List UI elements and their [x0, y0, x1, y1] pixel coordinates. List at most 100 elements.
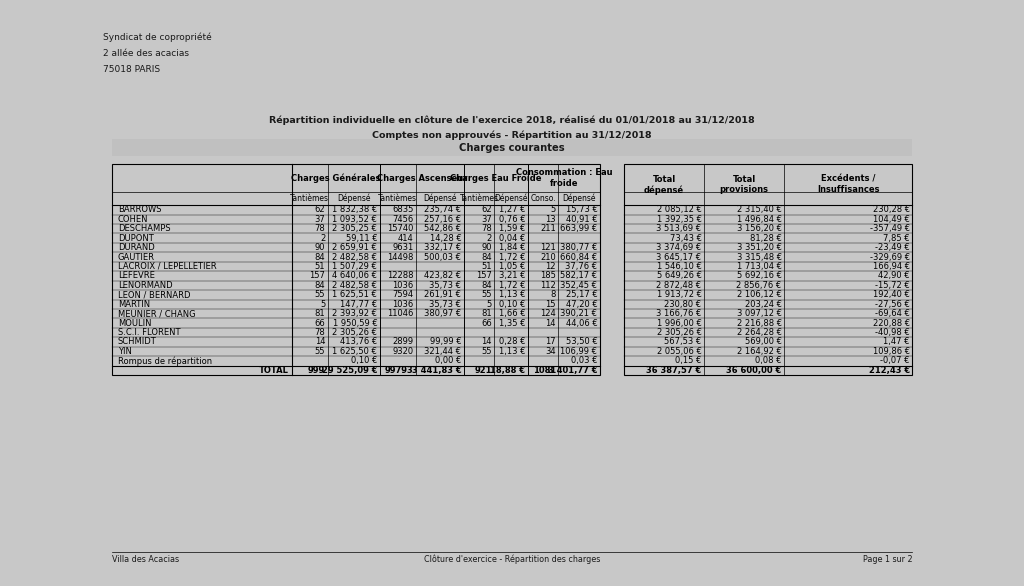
Text: 106,99 €: 106,99 € — [560, 347, 597, 356]
Text: BARROWS: BARROWS — [118, 205, 161, 214]
Text: 230,80 €: 230,80 € — [665, 299, 701, 309]
Text: 380,77 €: 380,77 € — [560, 243, 597, 252]
Text: 7,85 €: 7,85 € — [883, 234, 909, 243]
Text: 35,73 €: 35,73 € — [429, 299, 462, 309]
Text: 1 507,29 €: 1 507,29 € — [333, 262, 377, 271]
Text: Dépensé: Dépensé — [423, 194, 457, 203]
Text: 37: 37 — [314, 214, 326, 224]
Text: 390,21 €: 390,21 € — [560, 309, 597, 318]
Text: 4 640,06 €: 4 640,06 € — [332, 271, 377, 281]
Text: 192,40 €: 192,40 € — [872, 290, 909, 299]
Text: 569,00 €: 569,00 € — [744, 338, 781, 346]
Text: 99793: 99793 — [385, 366, 414, 375]
Text: 3 645,17 €: 3 645,17 € — [656, 253, 701, 261]
Text: 3 315,48 €: 3 315,48 € — [736, 253, 781, 261]
Text: 0,15 €: 0,15 € — [675, 356, 701, 366]
Text: 423,82 €: 423,82 € — [424, 271, 462, 281]
Text: Comptes non approuvés - Répartition au 31/12/2018: Comptes non approuvés - Répartition au 3… — [372, 130, 652, 139]
Text: 660,84 €: 660,84 € — [560, 253, 597, 261]
Text: 5 649,26 €: 5 649,26 € — [656, 271, 701, 281]
Text: 0,03 €: 0,03 € — [571, 356, 597, 366]
Text: 2 264,28 €: 2 264,28 € — [736, 328, 781, 337]
Text: 220,88 €: 220,88 € — [872, 319, 909, 328]
Text: SCHMIDT: SCHMIDT — [118, 338, 157, 346]
Text: LENORMAND: LENORMAND — [118, 281, 172, 290]
Text: 1,59 €: 1,59 € — [499, 224, 525, 233]
Text: 0,08 €: 0,08 € — [755, 356, 781, 366]
Text: Tantièmes: Tantièmes — [291, 194, 330, 203]
Text: 15: 15 — [546, 299, 556, 309]
Text: 34: 34 — [545, 347, 556, 356]
Text: 1,47 €: 1,47 € — [884, 338, 909, 346]
Text: 81: 81 — [314, 309, 326, 318]
Text: 2 164,92 €: 2 164,92 € — [737, 347, 781, 356]
Text: 90: 90 — [314, 243, 326, 252]
Text: 2 482,58 €: 2 482,58 € — [332, 281, 377, 290]
Text: 15740: 15740 — [387, 224, 414, 233]
Text: 1,05 €: 1,05 € — [499, 262, 525, 271]
Text: 18,88 €: 18,88 € — [490, 366, 525, 375]
Text: 1 625,50 €: 1 625,50 € — [333, 347, 377, 356]
Text: MEUNIER / CHANG: MEUNIER / CHANG — [118, 309, 196, 318]
Text: -40,98 €: -40,98 € — [876, 328, 909, 337]
Text: 185: 185 — [540, 271, 556, 281]
Text: Syndicat de copropriété: Syndicat de copropriété — [102, 32, 212, 42]
Text: 66: 66 — [314, 319, 326, 328]
Text: 1,35 €: 1,35 € — [499, 319, 525, 328]
Text: 84: 84 — [481, 281, 492, 290]
Text: 2 216,88 €: 2 216,88 € — [736, 319, 781, 328]
Text: 37,76 €: 37,76 € — [565, 262, 597, 271]
Text: DUPONT: DUPONT — [118, 234, 154, 243]
Text: 3 401,77 €: 3 401,77 € — [548, 366, 597, 375]
Text: 1 093,52 €: 1 093,52 € — [333, 214, 377, 224]
Text: 3 351,20 €: 3 351,20 € — [736, 243, 781, 252]
Text: 3 166,76 €: 3 166,76 € — [656, 309, 701, 318]
Text: 1 913,72 €: 1 913,72 € — [656, 290, 701, 299]
Text: 5 692,16 €: 5 692,16 € — [736, 271, 781, 281]
Text: 55: 55 — [314, 347, 326, 356]
Bar — [112, 139, 912, 156]
Text: 321,44 €: 321,44 € — [424, 347, 462, 356]
Text: 1081: 1081 — [532, 366, 556, 375]
Text: 7594: 7594 — [392, 290, 414, 299]
Text: 413,76 €: 413,76 € — [340, 338, 377, 346]
Text: Dépensé: Dépensé — [562, 194, 596, 203]
Text: 2 393,92 €: 2 393,92 € — [332, 309, 377, 318]
Text: 81,28 €: 81,28 € — [750, 234, 781, 243]
Text: Rompus de répartition: Rompus de répartition — [118, 356, 212, 366]
Text: 1,72 €: 1,72 € — [499, 281, 525, 290]
Text: Tantièmes: Tantièmes — [379, 194, 418, 203]
Text: YIN: YIN — [118, 347, 131, 356]
Text: GAUTIER: GAUTIER — [118, 253, 155, 261]
Text: 78: 78 — [314, 224, 326, 233]
Text: 380,97 €: 380,97 € — [424, 309, 462, 318]
Text: 42,90 €: 42,90 € — [879, 271, 909, 281]
Text: 1 625,51 €: 1 625,51 € — [333, 290, 377, 299]
Text: Charges Ascenseur: Charges Ascenseur — [377, 173, 467, 183]
Text: LEFEVRE: LEFEVRE — [118, 271, 155, 281]
Text: 1 950,59 €: 1 950,59 € — [333, 319, 377, 328]
Text: 921: 921 — [474, 366, 492, 375]
Text: Clôture d'exercice - Répartition des charges: Clôture d'exercice - Répartition des cha… — [424, 555, 600, 564]
Text: 55: 55 — [481, 290, 492, 299]
Text: 7456: 7456 — [392, 214, 414, 224]
Text: 84: 84 — [314, 253, 326, 261]
Text: 1,72 €: 1,72 € — [499, 253, 525, 261]
Text: 663,99 €: 663,99 € — [560, 224, 597, 233]
Text: 84: 84 — [314, 281, 326, 290]
Text: 332,17 €: 332,17 € — [424, 243, 462, 252]
Text: 147,77 €: 147,77 € — [340, 299, 377, 309]
Text: 2 085,12 €: 2 085,12 € — [656, 205, 701, 214]
Text: 109,86 €: 109,86 € — [872, 347, 909, 356]
Text: 2 872,48 €: 2 872,48 € — [656, 281, 701, 290]
Text: 62: 62 — [314, 205, 326, 214]
Text: 203,24 €: 203,24 € — [744, 299, 781, 309]
Text: 112: 112 — [540, 281, 556, 290]
Text: TOTAL: TOTAL — [258, 366, 289, 375]
Text: -329,69 €: -329,69 € — [869, 253, 909, 261]
Text: 1,84 €: 1,84 € — [499, 243, 525, 252]
Text: 51: 51 — [314, 262, 326, 271]
Text: 500,03 €: 500,03 € — [424, 253, 462, 261]
Text: 2 659,91 €: 2 659,91 € — [333, 243, 377, 252]
Text: 55: 55 — [314, 290, 326, 299]
